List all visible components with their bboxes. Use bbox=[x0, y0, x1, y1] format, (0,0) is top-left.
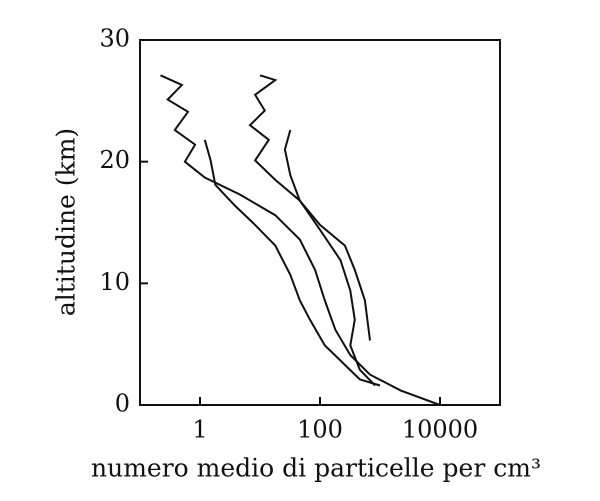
y-tick-label: 20 bbox=[99, 146, 130, 174]
profile-line bbox=[248, 74, 376, 387]
y-tick-label: 30 bbox=[99, 25, 130, 53]
x-axis-label: numero medio di particelle per cm³ bbox=[91, 454, 541, 483]
y-axis-label: altitudine (km) bbox=[52, 128, 81, 316]
profile-line bbox=[283, 129, 371, 341]
y-tick-label: 0 bbox=[115, 390, 130, 418]
plot-frame bbox=[139, 39, 501, 406]
x-tick-label: 10000 bbox=[402, 416, 478, 444]
x-tick-label: 1 bbox=[192, 416, 207, 444]
x-tick-label: 100 bbox=[297, 416, 343, 444]
profile-line bbox=[203, 139, 381, 387]
profile-line bbox=[160, 74, 441, 406]
y-tick-label: 10 bbox=[99, 268, 130, 296]
